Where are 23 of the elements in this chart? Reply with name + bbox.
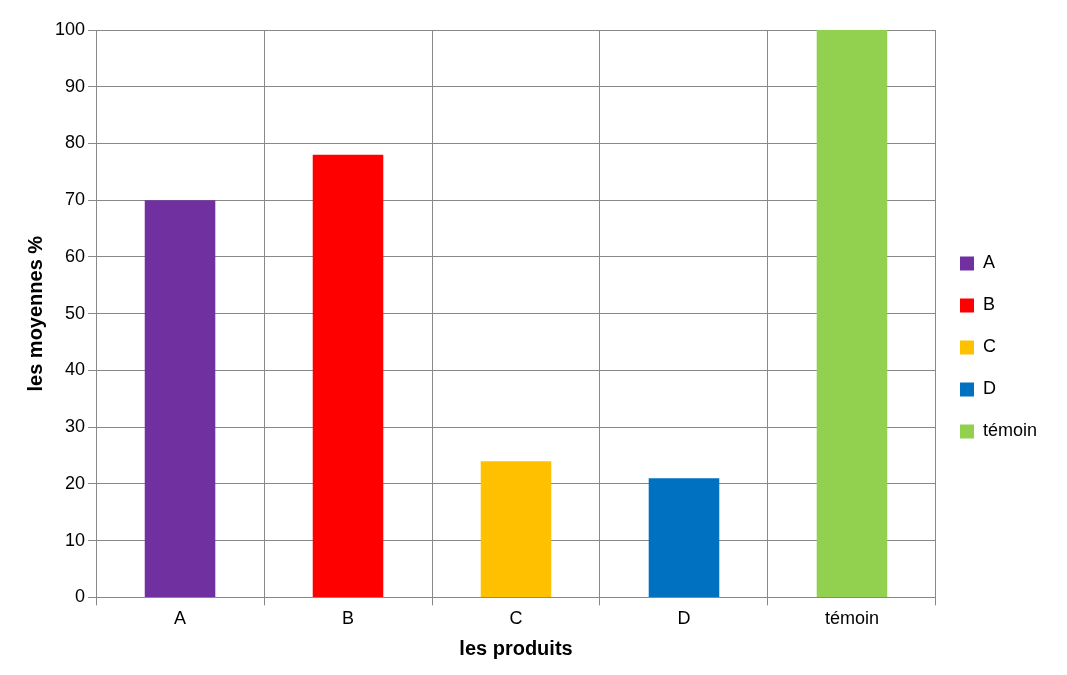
legend-label: témoin: [982, 420, 1037, 441]
y-tick-label: 100: [54, 18, 86, 39]
x-tick-label: C: [509, 608, 523, 629]
y-tick-label: 80: [65, 132, 86, 153]
y-tick-label: 70: [65, 189, 86, 210]
x-tick-label: D: [677, 608, 691, 629]
x-tick-label: B: [342, 608, 355, 629]
y-tick-label: 0: [75, 586, 86, 607]
y-tick-label: 30: [65, 416, 86, 437]
legend-label: A: [982, 252, 995, 273]
y-axis-title: les moyennes %: [23, 235, 46, 392]
legend-label: B: [982, 294, 995, 315]
y-tick-label: 10: [65, 529, 86, 550]
y-tick-label: 60: [65, 245, 86, 266]
x-tick-label: A: [174, 608, 187, 629]
y-tick-label: 40: [65, 359, 86, 380]
y-tick-label: 20: [65, 472, 86, 493]
x-axis-title: les produits: [459, 636, 573, 659]
x-tick-label: témoin: [824, 608, 879, 629]
legend-label: C: [982, 336, 996, 357]
y-tick-label: 90: [65, 75, 86, 96]
y-tick-label: 50: [65, 302, 86, 323]
legend-label: D: [982, 378, 996, 399]
